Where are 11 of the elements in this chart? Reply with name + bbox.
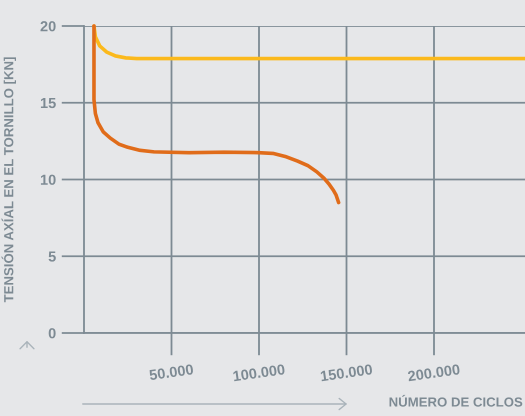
y-tick-label: 15	[40, 98, 56, 108]
y-axis-title: TENSIÓN AXÍAL EN EL TORNILLO [KN]	[2, 57, 16, 302]
x-tick-label: 200.000	[408, 364, 460, 382]
y-tick-label: 5	[48, 252, 56, 262]
x-tick-label: 150.000	[320, 364, 373, 382]
y-tick-label: 10	[40, 174, 56, 185]
y-tick-label: 20	[40, 21, 56, 32]
x-tick-label: 100.000	[232, 364, 286, 382]
x-axis-title: NÚMERO DE CICLOS	[390, 394, 522, 407]
x-tick-label: 50.000	[148, 364, 194, 380]
y-tick-label: 0	[48, 328, 56, 338]
